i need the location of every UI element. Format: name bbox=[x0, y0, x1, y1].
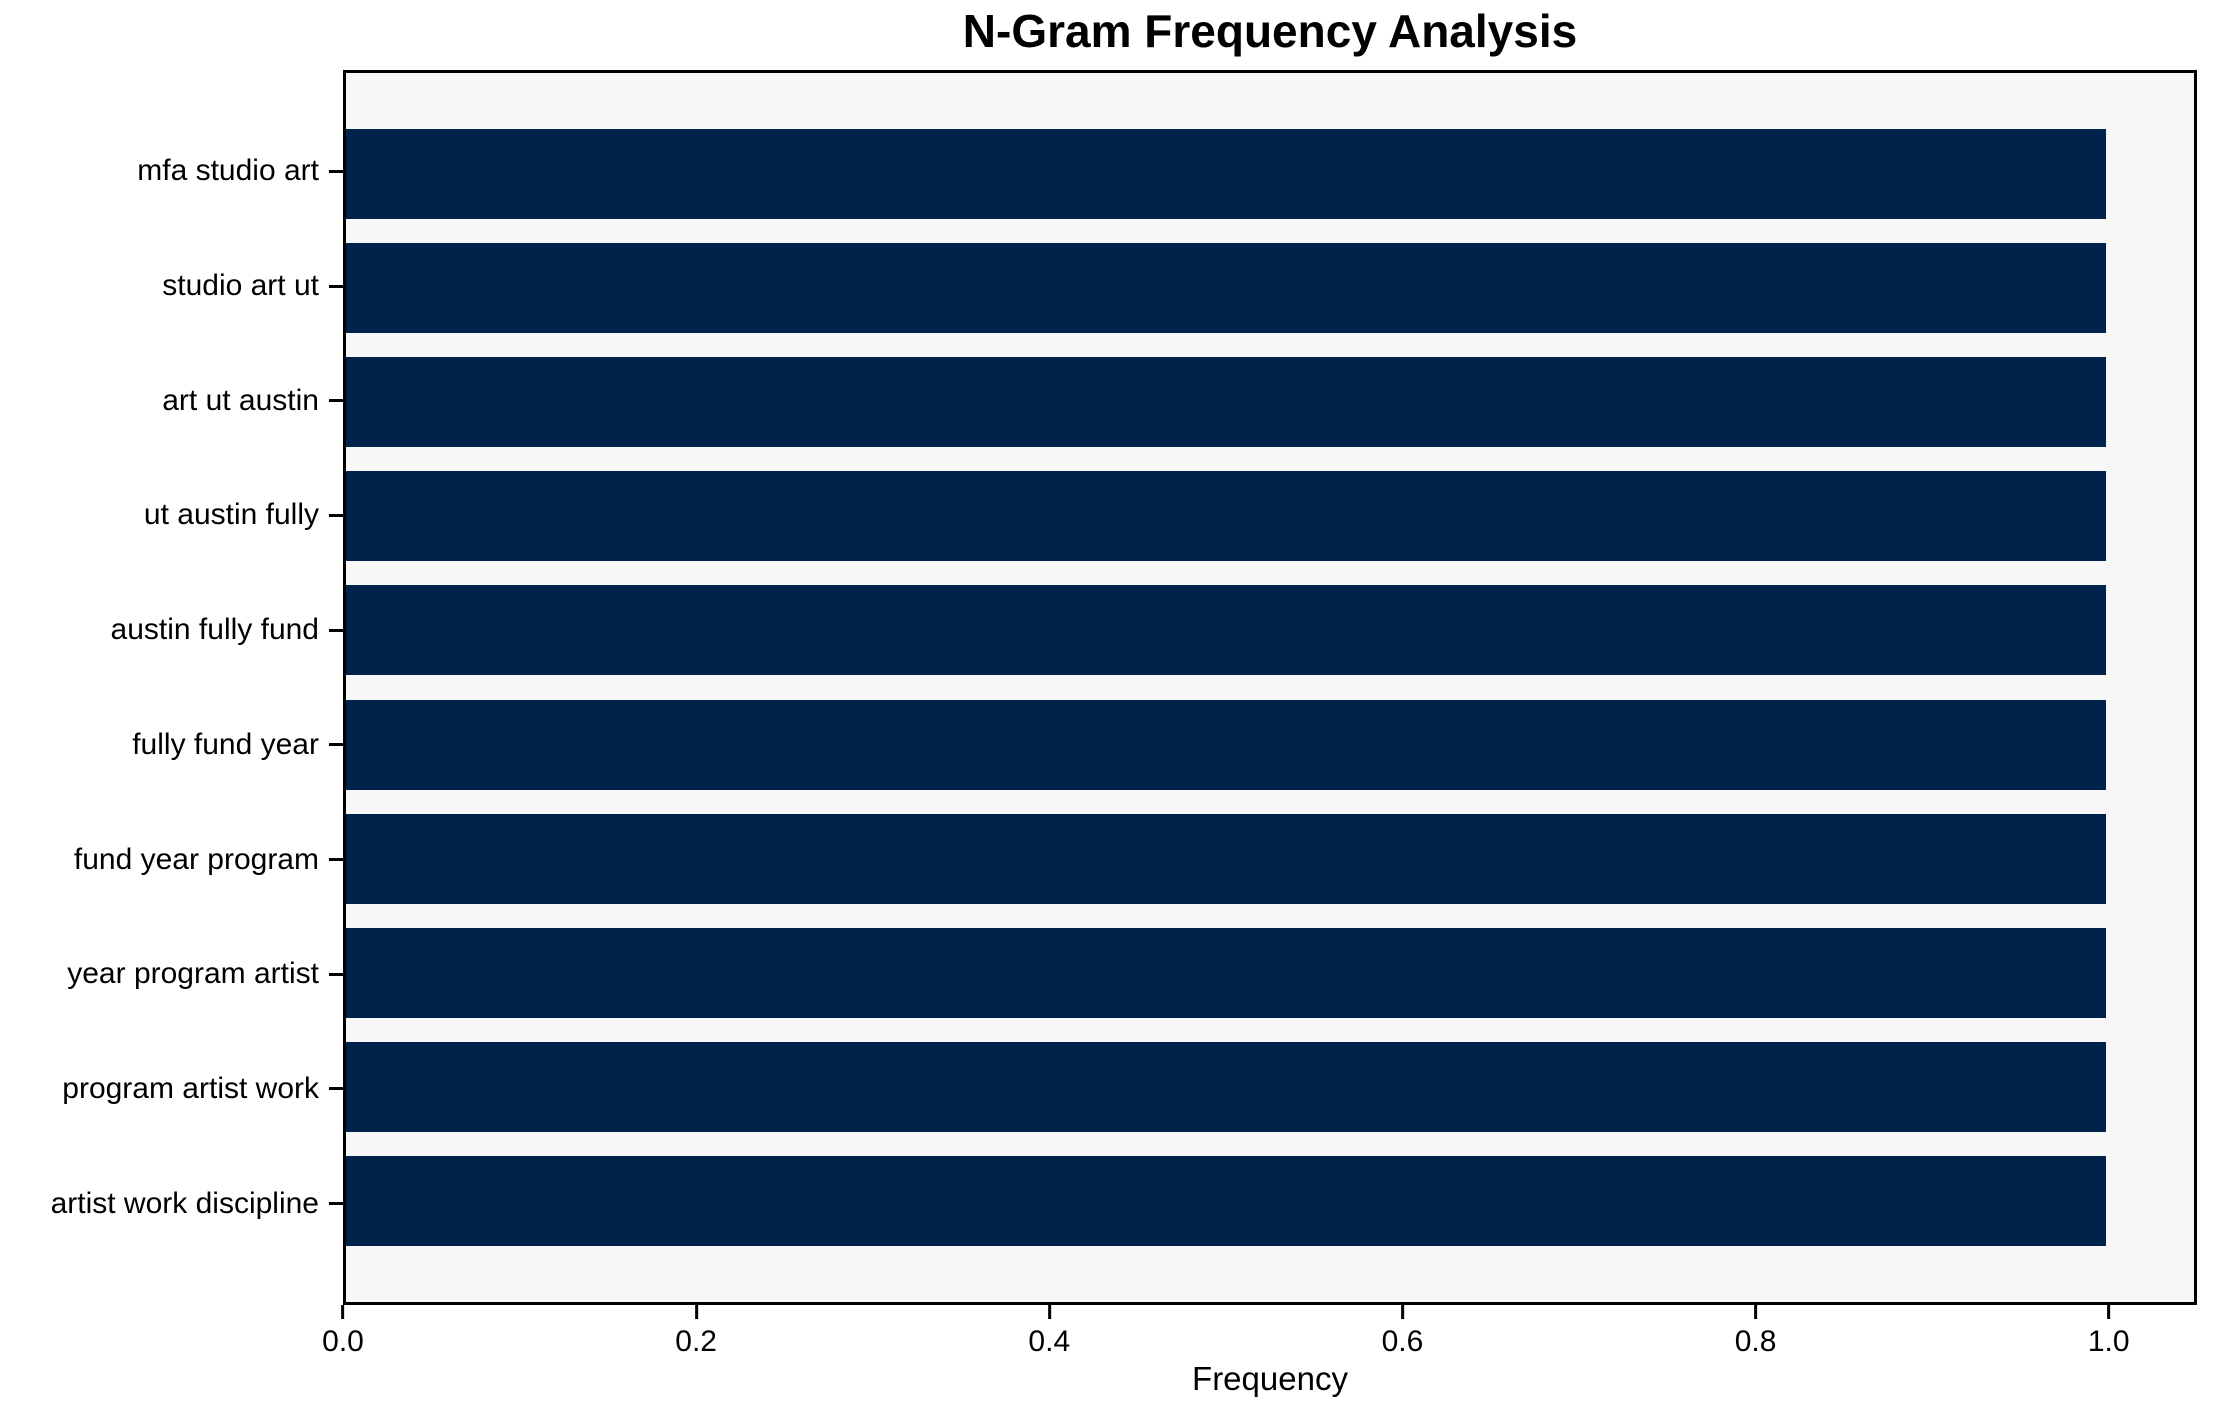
y-tick-label: fully fund year bbox=[132, 727, 319, 761]
x-tick-mark bbox=[1047, 1305, 1051, 1319]
y-tick-mark bbox=[329, 284, 343, 288]
y-tick-mark bbox=[329, 972, 343, 976]
y-tick-label: studio art ut bbox=[162, 269, 319, 303]
bar-row bbox=[346, 1030, 2194, 1144]
x-tick: 0.4 bbox=[1028, 1305, 1070, 1357]
y-tick-mark bbox=[329, 628, 343, 632]
plot-area bbox=[343, 70, 2197, 1305]
bar-fund-year-program bbox=[346, 813, 2106, 904]
x-tick-label: 0.4 bbox=[1028, 1325, 1071, 1358]
y-tick-row: artist work discipline bbox=[0, 1146, 343, 1261]
y-tick-label: ut austin fully bbox=[143, 498, 319, 532]
y-tick-row: art ut austin bbox=[0, 343, 343, 458]
x-tick: 1.0 bbox=[2088, 1305, 2130, 1357]
bar-row bbox=[346, 687, 2194, 801]
x-tick-label: 1.0 bbox=[2087, 1325, 2130, 1358]
y-tick-row: mfa studio art bbox=[0, 114, 343, 229]
y-tick-mark bbox=[329, 1202, 343, 1206]
y-tick-label: art ut austin bbox=[162, 383, 319, 417]
y-tick-row: fund year program bbox=[0, 802, 343, 917]
x-tick-mark bbox=[1754, 1305, 1758, 1319]
y-tick-label: austin fully fund bbox=[110, 613, 319, 647]
x-tick: 0.2 bbox=[675, 1305, 717, 1357]
bars-layer bbox=[346, 73, 2194, 1302]
bar-row bbox=[346, 231, 2194, 345]
y-axis-labels: mfa studio art studio art ut art ut austin… bbox=[0, 70, 343, 1305]
bar-row bbox=[346, 117, 2194, 231]
bar-row bbox=[346, 573, 2194, 687]
y-tick-mark bbox=[329, 743, 343, 747]
y-tick-row: austin fully fund bbox=[0, 573, 343, 688]
y-tick-label: fund year program bbox=[73, 842, 319, 876]
y-tick-label: artist work discipline bbox=[50, 1186, 319, 1220]
x-tick-label: 0.2 bbox=[675, 1325, 717, 1358]
x-tick-mark bbox=[2107, 1305, 2111, 1319]
x-tick-label: 0.8 bbox=[1734, 1325, 1777, 1358]
chart-title: N-Gram Frequency Analysis bbox=[962, 5, 1578, 57]
bar-mfa-studio-art bbox=[346, 129, 2106, 220]
bar-austin-fully-fund bbox=[346, 585, 2106, 676]
x-tick: 0.0 bbox=[322, 1305, 364, 1357]
x-tick: 0.6 bbox=[1381, 1305, 1424, 1358]
y-tick-mark bbox=[329, 169, 343, 173]
y-tick-mark bbox=[329, 513, 343, 517]
x-tick-label: 0.6 bbox=[1381, 1325, 1424, 1358]
y-tick-row: studio art ut bbox=[0, 229, 343, 344]
bar-art-ut-austin bbox=[346, 357, 2106, 448]
x-tick: 0.8 bbox=[1734, 1305, 1777, 1358]
bar-fully-fund-year bbox=[346, 699, 2106, 790]
x-tick-mark bbox=[341, 1305, 345, 1319]
bar-year-program-artist bbox=[346, 927, 2106, 1018]
bar-program-artist-work bbox=[346, 1041, 2106, 1132]
y-tick-label: program artist work bbox=[62, 1071, 319, 1105]
bar-row bbox=[346, 345, 2194, 459]
y-tick-label: year program artist bbox=[67, 957, 319, 991]
y-tick-label: mfa studio art bbox=[137, 154, 319, 188]
bar-studio-art-ut bbox=[346, 243, 2106, 334]
bar-row bbox=[346, 459, 2194, 573]
x-tick-label: 0.0 bbox=[322, 1325, 364, 1358]
x-tick-mark bbox=[1400, 1305, 1404, 1319]
bar-row bbox=[346, 1144, 2194, 1258]
x-axis-label: Frequency bbox=[1192, 1360, 1348, 1397]
bar-ut-austin-fully bbox=[346, 471, 2106, 562]
y-tick-mark bbox=[329, 1087, 343, 1091]
bar-row bbox=[346, 916, 2194, 1030]
y-tick-row: ut austin fully bbox=[0, 458, 343, 573]
bar-row bbox=[346, 802, 2194, 916]
y-tick-row: program artist work bbox=[0, 1032, 343, 1147]
y-tick-mark bbox=[329, 858, 343, 862]
y-tick-mark bbox=[329, 399, 343, 403]
y-tick-row: fully fund year bbox=[0, 688, 343, 803]
y-tick-row: year program artist bbox=[0, 917, 343, 1032]
bar-artist-work-discipline bbox=[346, 1155, 2106, 1246]
x-tick-mark bbox=[694, 1305, 698, 1319]
